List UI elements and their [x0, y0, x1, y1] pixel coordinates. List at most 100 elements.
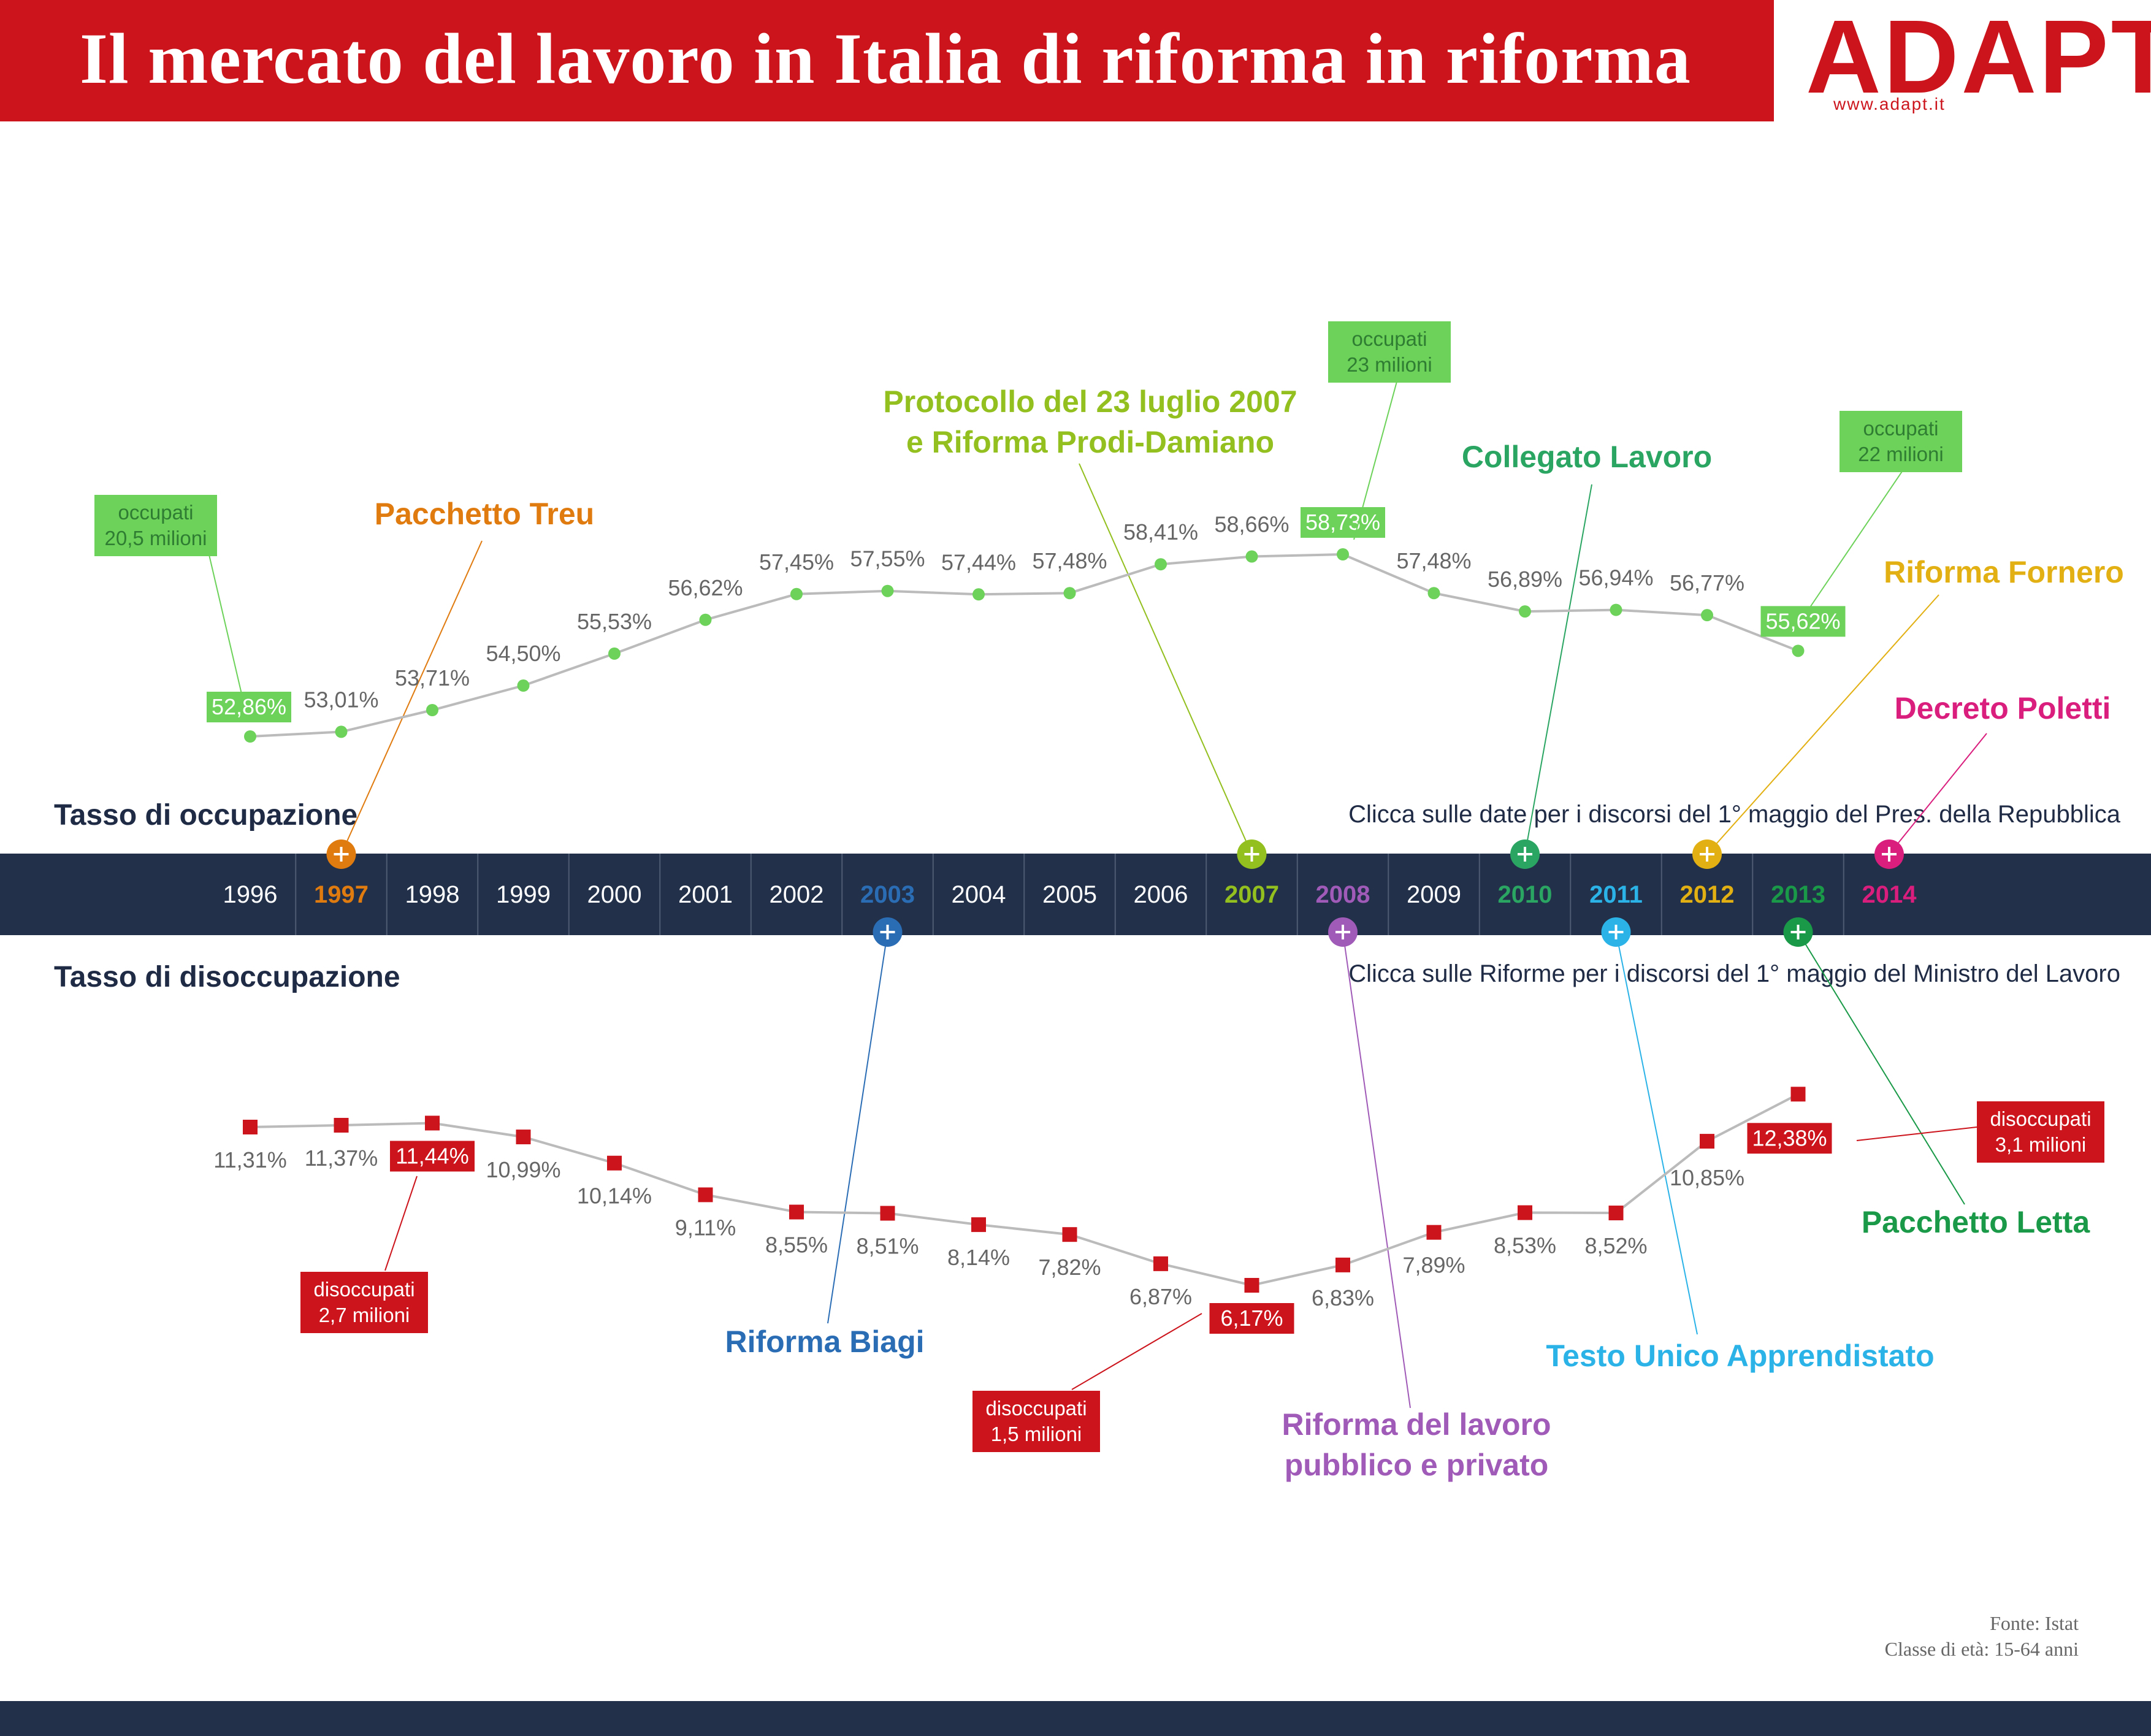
employment-callout-box — [94, 495, 217, 556]
employment-callout-text: occupati — [118, 501, 194, 524]
reform-label[interactable]: Protocollo del 23 luglio 2007 — [883, 384, 1297, 419]
unemployment-callout-box — [1977, 1101, 2104, 1163]
employment-callout-box — [1328, 321, 1451, 383]
unemployment-value-label: 10,85% — [1670, 1165, 1744, 1190]
employment-value-label: 56,62% — [668, 575, 743, 600]
year-label-2012[interactable]: 2012 — [1680, 881, 1735, 908]
plus-icon-glyph — [1700, 847, 1714, 862]
unemployment-value-label: 11,31% — [213, 1147, 286, 1172]
employment-line — [250, 553, 1799, 738]
year-label-2006: 2006 — [1134, 881, 1188, 908]
employment-value-box — [1301, 507, 1385, 538]
unemployment-point — [607, 1155, 622, 1171]
unemployment-value-label: 8,14% — [947, 1245, 1010, 1270]
employment-point — [972, 588, 985, 601]
employment-value-label: 56,77% — [1670, 570, 1744, 595]
unemployment-callout-line — [1071, 1313, 1202, 1390]
unemployment-value-label: 7,82% — [1038, 1255, 1101, 1280]
employment-callout-text: occupati — [1352, 327, 1427, 350]
header-bar: Il mercato del lavoro in Italia di rifor… — [0, 0, 1774, 121]
employment-callout-line — [207, 546, 243, 700]
employment-point — [881, 584, 894, 597]
year-label-1999: 1999 — [496, 881, 551, 908]
reform-label[interactable]: Collegato Lavoro — [1462, 440, 1712, 474]
employment-value-label: 57,55% — [850, 546, 925, 572]
unemployment-point — [1700, 1134, 1714, 1149]
year-label-2014[interactable]: 2014 — [1862, 881, 1917, 908]
employment-point — [1610, 603, 1622, 616]
reform-label[interactable]: Decreto Poletti — [1895, 691, 2111, 725]
year-label-2003[interactable]: 2003 — [860, 881, 915, 908]
unemployment-callout-text: 1,5 milioni — [991, 1423, 1082, 1445]
unemployment-value-label: 8,52% — [1584, 1233, 1647, 1258]
unemployment-point — [1153, 1256, 1168, 1271]
reform-label[interactable]: Pacchetto Letta — [1862, 1205, 2091, 1239]
unemployment-callout-text: disoccupati — [985, 1397, 1087, 1420]
unemployment-value-label: 8,53% — [1494, 1233, 1556, 1258]
reform-label[interactable]: Riforma Biagi — [725, 1325, 924, 1359]
reform-leader-line — [1524, 484, 1592, 855]
year-label-2008[interactable]: 2008 — [1316, 881, 1370, 908]
employment-callout-line — [1807, 465, 1906, 611]
employment-point — [426, 703, 438, 716]
employment-callout-line — [1353, 377, 1399, 540]
year-label-1997[interactable]: 1997 — [314, 881, 369, 908]
unemployment-point — [1335, 1257, 1350, 1272]
unemployment-point — [880, 1206, 895, 1221]
employment-point — [1245, 550, 1258, 563]
reform-leader-line — [1889, 733, 1987, 855]
reform-leader-line — [1706, 594, 1939, 855]
year-label-2013[interactable]: 2013 — [1771, 881, 1825, 908]
unemployment-value-box — [390, 1141, 475, 1172]
logo-url[interactable]: www.adapt.it — [1833, 94, 1946, 113]
unemployment-value-label: 10,14% — [577, 1183, 652, 1209]
year-label-1998: 1998 — [405, 881, 460, 908]
employment-value-label: 54,50% — [486, 641, 560, 666]
employment-value-label: 53,71% — [395, 665, 470, 690]
reform-label[interactable]: e Riforma Prodi-Damiano — [906, 425, 1274, 459]
employment-point — [1337, 548, 1349, 560]
year-label-2007[interactable]: 2007 — [1225, 881, 1279, 908]
unemployment-line — [250, 1093, 1799, 1287]
unemployment-point — [516, 1130, 531, 1145]
employment-point — [1701, 609, 1713, 622]
reform-leader-line — [827, 931, 888, 1324]
reform-label[interactable]: Riforma Fornero — [1884, 555, 2124, 589]
employment-value-label: 57,48% — [1032, 548, 1107, 573]
employment-callout-text: occupati — [1863, 417, 1939, 440]
year-label-2011[interactable]: 2011 — [1589, 881, 1643, 908]
reform-label[interactable]: pubblico e privato — [1285, 1448, 1549, 1482]
employment-value-label: 52,86% — [212, 694, 286, 719]
unemployment-value-label: 6,87% — [1129, 1284, 1192, 1309]
unemployment-value-label: 12,38% — [1752, 1125, 1827, 1150]
reform-label[interactable]: Testo Unico Apprendistato — [1546, 1339, 1934, 1373]
plus-icon-glyph — [1244, 847, 1259, 862]
employment-point — [790, 587, 803, 600]
unemployment-point — [1244, 1278, 1259, 1293]
year-label-2010[interactable]: 2010 — [1498, 881, 1553, 908]
year-label-2005: 2005 — [1042, 881, 1097, 908]
plus-icon-glyph — [1790, 925, 1806, 939]
reform-label[interactable]: Pacchetto Treu — [375, 497, 594, 531]
unemployment-callout-text: disoccupati — [313, 1278, 415, 1301]
employment-value-label: 53,01% — [304, 687, 378, 712]
unemployment-point — [1518, 1205, 1532, 1220]
unemployment-point — [1790, 1087, 1806, 1102]
adapt-logo[interactable]: ADAPT — [1806, 5, 2151, 109]
reform-leader-line — [1079, 463, 1253, 855]
reform-label[interactable]: Riforma del lavoro — [1282, 1407, 1551, 1442]
employment-value-label: 58,73% — [1305, 510, 1380, 535]
unemployment-point — [789, 1204, 804, 1220]
unemployment-callout-text: 3,1 milioni — [1995, 1133, 2087, 1156]
unemployment-callout-text: disoccupati — [1990, 1107, 2091, 1130]
employment-value-label: 56,94% — [1578, 565, 1653, 591]
unemployment-point — [1426, 1225, 1442, 1240]
year-label-2001: 2001 — [678, 881, 733, 908]
unemployment-value-label: 11,37% — [305, 1145, 378, 1171]
unemployment-point — [1062, 1227, 1077, 1242]
year-label-1996: 1996 — [223, 881, 278, 908]
employment-point — [1063, 587, 1076, 600]
unemployment-section-title: Tasso di disoccupazione — [54, 961, 400, 993]
employment-value-label: 55,53% — [577, 609, 652, 634]
employment-value-label: 55,62% — [1765, 608, 1840, 633]
